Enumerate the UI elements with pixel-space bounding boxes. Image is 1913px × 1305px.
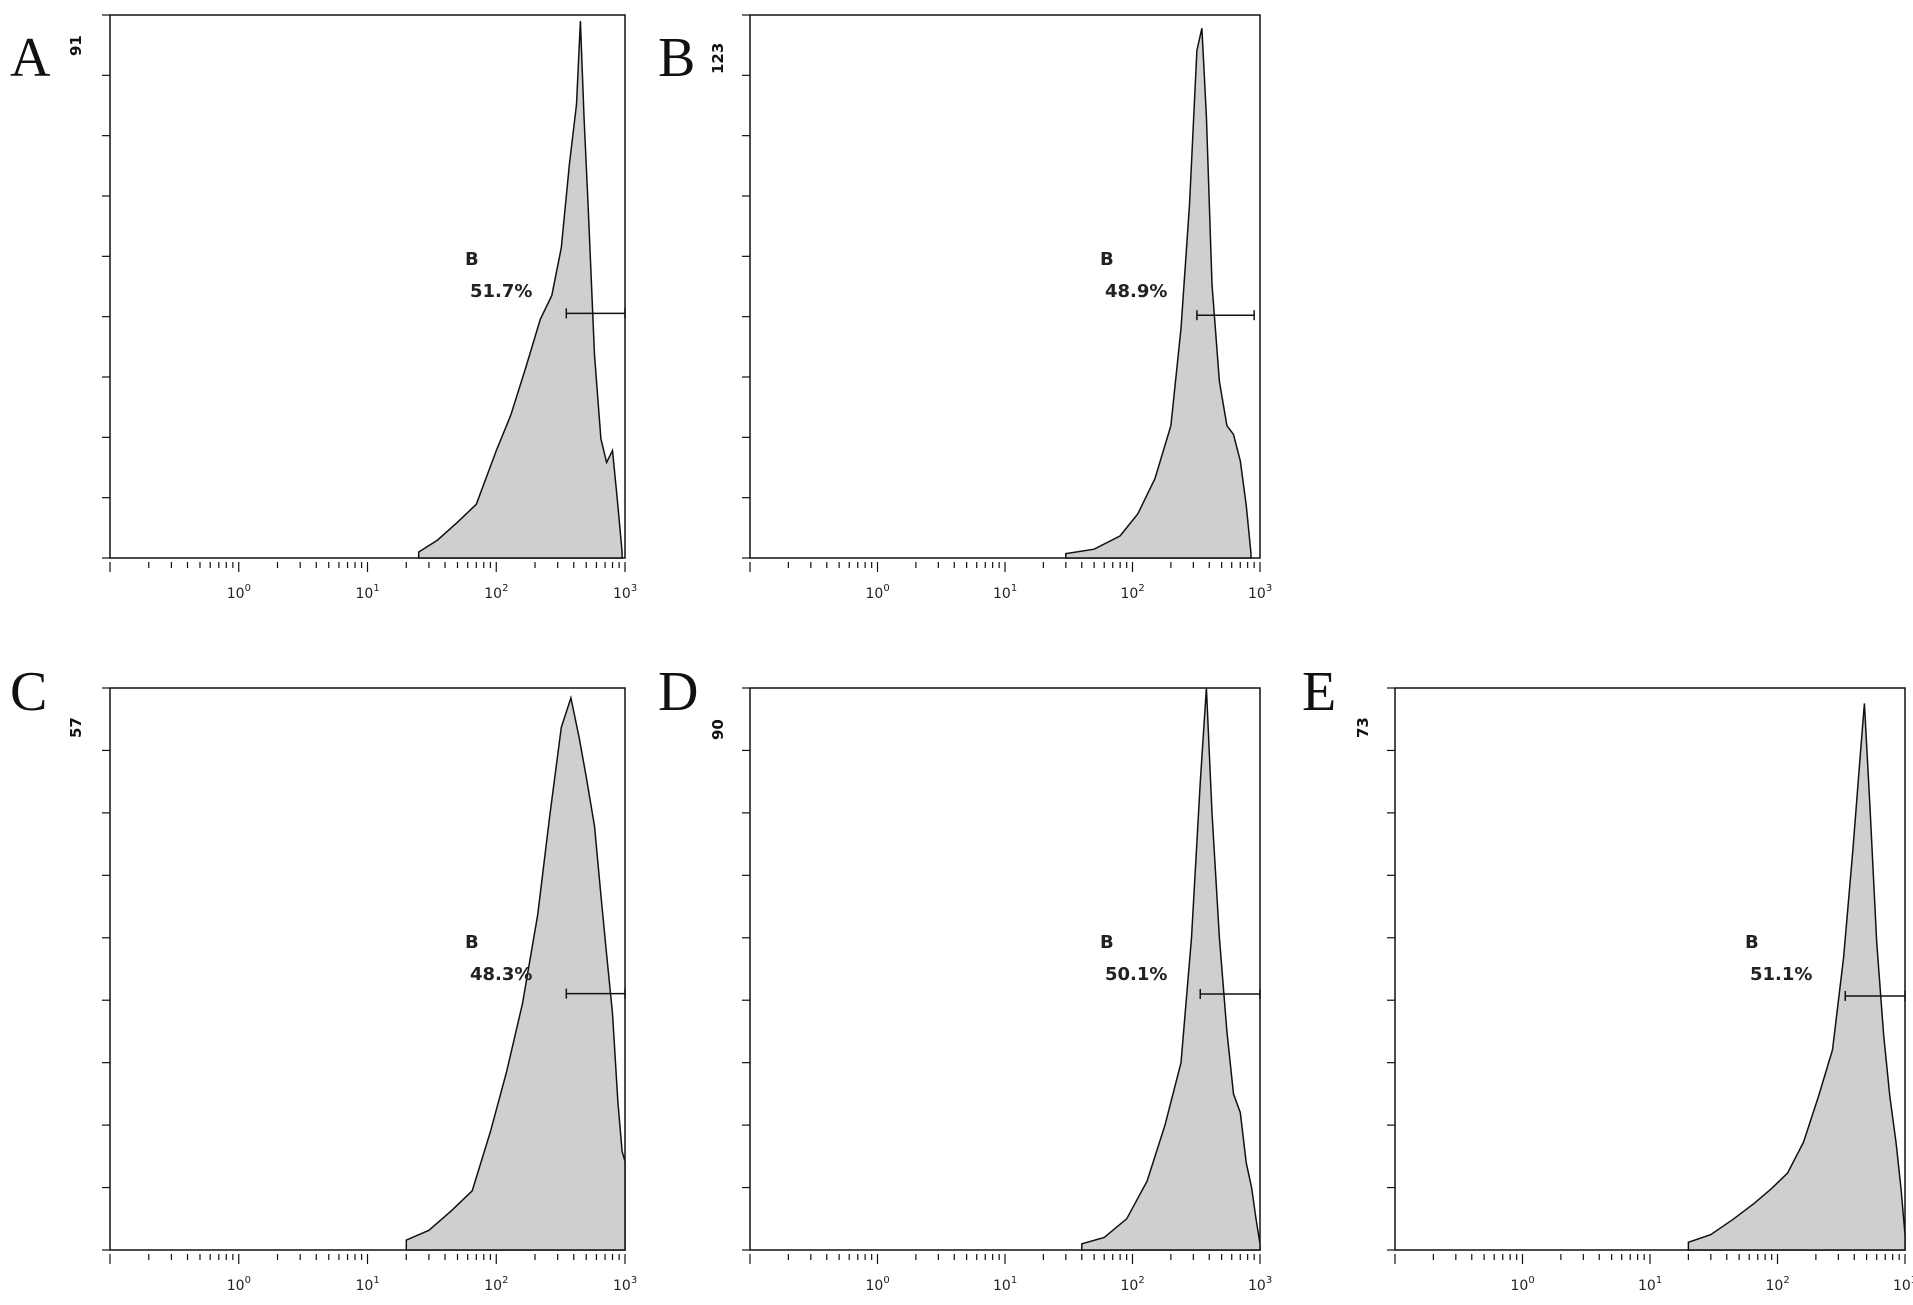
x-tick-label-a-0: 100 [227, 583, 251, 602]
x-tick-label-d-0: 100 [866, 1275, 890, 1294]
x-tick-label-e-1: 101 [1638, 1275, 1662, 1294]
y-max-label-a: 91 [67, 35, 85, 56]
gate-name-e: B [1745, 932, 1759, 953]
x-tick-label-c-1: 101 [356, 1275, 380, 1294]
x-tick-label-d-1: 101 [993, 1275, 1017, 1294]
y-max-label-d: 90 [709, 719, 727, 740]
y-axis-a [102, 14, 110, 559]
x-tick-label-d-3: 103 [1248, 1275, 1272, 1294]
x-axis-c: 100 101 102 103 [109, 1254, 637, 1294]
histogram-area-b [1065, 28, 1252, 559]
x-axis-b: 100 101 102 103 [749, 562, 1272, 602]
histogram-area-c [405, 694, 626, 1251]
gate-percent-c: 48.3% [470, 964, 532, 985]
y-max-label-b: 123 [709, 43, 727, 74]
plot-frame-b [749, 14, 1261, 559]
x-axis-d: 100 101 102 103 [749, 1254, 1272, 1294]
x-tick-label-e-0: 100 [1511, 1275, 1535, 1294]
gate-marker-e [1844, 990, 1906, 1001]
plot-frame-d [749, 687, 1261, 1251]
y-axis-c [102, 687, 110, 1251]
x-tick-label-c-2: 102 [484, 1275, 508, 1294]
gate-name-a: B [465, 249, 479, 270]
plot-frame-a [109, 14, 626, 559]
plot-frame-e [1394, 687, 1906, 1251]
gate-marker-b [1196, 310, 1255, 321]
gate-percent-b: 48.9% [1105, 281, 1167, 302]
panel-letter-b: B [658, 27, 695, 89]
histogram-area-e [1687, 703, 1906, 1251]
x-tick-label-b-1: 101 [993, 583, 1017, 602]
gate-name-b: B [1100, 249, 1114, 270]
x-tick-label-a-2: 102 [484, 583, 508, 602]
y-max-label-e: 73 [1354, 717, 1372, 738]
y-axis-b [742, 14, 750, 559]
histogram-area-d [1081, 687, 1261, 1251]
gate-marker-d [1199, 988, 1261, 999]
y-max-label-c: 57 [67, 717, 85, 738]
x-tick-label-a-3: 103 [613, 583, 637, 602]
gate-percent-e: 51.1% [1750, 964, 1812, 985]
x-axis-a: 100 101 102 103 [109, 562, 637, 602]
panel-letter-e: E [1302, 661, 1336, 723]
x-tick-label-b-0: 100 [866, 583, 890, 602]
x-tick-label-c-3: 103 [613, 1275, 637, 1294]
gate-marker-a [565, 308, 626, 319]
panel-c: C 57 B 48.3% 100 101 102 103 [10, 661, 637, 1294]
x-tick-label-e-2: 102 [1766, 1275, 1790, 1294]
gate-name-d: B [1100, 932, 1114, 953]
y-axis-d [742, 687, 750, 1251]
panel-b: B 123 B 48.9% 100 101 102 103 [658, 14, 1272, 602]
plot-frame-c [109, 687, 626, 1251]
x-tick-label-d-2: 102 [1121, 1275, 1145, 1294]
gate-name-c: B [465, 932, 479, 953]
panel-d: D 90 B 50.1% 100 101 102 103 [658, 661, 1272, 1294]
panel-a: A 91 B 51.7% 100 101 102 103 [10, 14, 637, 602]
gate-marker-c [565, 988, 626, 999]
y-axis-e [1387, 687, 1395, 1251]
gate-percent-a: 51.7% [470, 281, 532, 302]
x-axis-e: 100 101 102 103 [1394, 1254, 1913, 1294]
x-tick-label-b-2: 102 [1121, 583, 1145, 602]
x-tick-label-a-1: 101 [356, 583, 380, 602]
x-tick-label-c-0: 100 [227, 1275, 251, 1294]
gate-percent-d: 50.1% [1105, 964, 1167, 985]
panel-letter-c: C [10, 661, 47, 723]
panel-letter-a: A [10, 27, 51, 89]
panel-letter-d: D [658, 661, 698, 723]
histogram-area-a [417, 20, 623, 559]
x-tick-label-b-3: 103 [1248, 583, 1272, 602]
panel-e: E 73 B 51.1% 100 101 102 103 [1302, 661, 1913, 1294]
x-tick-label-e-3: 103 [1893, 1275, 1913, 1294]
